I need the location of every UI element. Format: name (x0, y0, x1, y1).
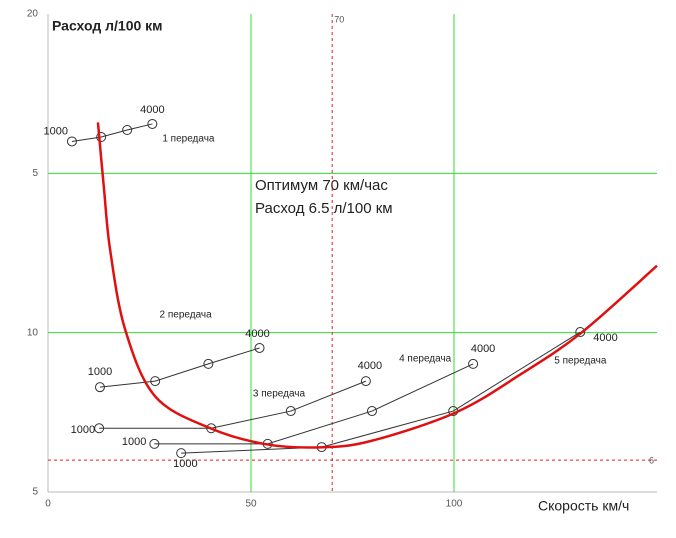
rpm-label: 4000 (140, 104, 164, 116)
rpm-label: 1000 (71, 424, 95, 436)
gear-line (181, 331, 581, 454)
annotation: Расход 6.5 л/100 км (255, 200, 393, 217)
gear-point (206, 423, 217, 434)
gear-label: 3 передача (253, 389, 306, 400)
gear-point (122, 124, 133, 135)
y-axis-label: Расход л/100 км (52, 18, 163, 34)
gear-line (154, 363, 474, 445)
gear-point (254, 342, 265, 353)
gear-label: 5 передача (554, 356, 607, 367)
gear-line (99, 347, 260, 388)
gear-point (150, 376, 161, 387)
x-tick-label: 0 (45, 499, 51, 510)
rpm-label: 1000 (122, 436, 146, 448)
y-tick-label: 20 (27, 9, 39, 20)
rpm-label: 1000 (173, 458, 197, 470)
gear-point (366, 406, 377, 417)
x-tick-label: 100 (446, 499, 463, 510)
x-axis-label: Скорость км/ч (538, 498, 629, 514)
gear-point (149, 438, 160, 449)
gear-point (468, 358, 479, 369)
rpm-label: 4000 (358, 360, 382, 372)
reference-label: 70 (334, 14, 344, 24)
gear-point (94, 423, 105, 434)
gear-point (96, 132, 107, 143)
gear-point (285, 406, 296, 417)
gear-point (203, 358, 214, 369)
rpm-label: 4000 (471, 343, 495, 355)
rpm-label: 4000 (593, 332, 617, 344)
gear-point (94, 382, 105, 393)
reference-label: 6 (649, 456, 654, 466)
rpm-label: 4000 (245, 328, 269, 340)
consumption-curve (96, 122, 658, 449)
gear-label: 4 передача (399, 354, 452, 365)
annotation: Оптимум 70 км/час (255, 177, 388, 194)
y-tick-label: 5 (32, 168, 38, 179)
x-tick-label: 50 (245, 499, 257, 510)
rpm-label: 1000 (43, 125, 67, 137)
gear-line (99, 380, 367, 429)
gear-label: 2 передача (160, 310, 213, 321)
rpm-label: 1000 (88, 366, 112, 378)
y-tick-label: 5 (32, 487, 38, 498)
gear-line (71, 123, 153, 142)
gear-point (66, 136, 77, 147)
gear-point (360, 376, 371, 387)
gear-point (575, 327, 586, 338)
y-tick-label: 10 (27, 327, 39, 338)
gear-point (176, 448, 187, 459)
gear-point (147, 118, 158, 129)
gear-label: 1 передача (162, 134, 215, 145)
